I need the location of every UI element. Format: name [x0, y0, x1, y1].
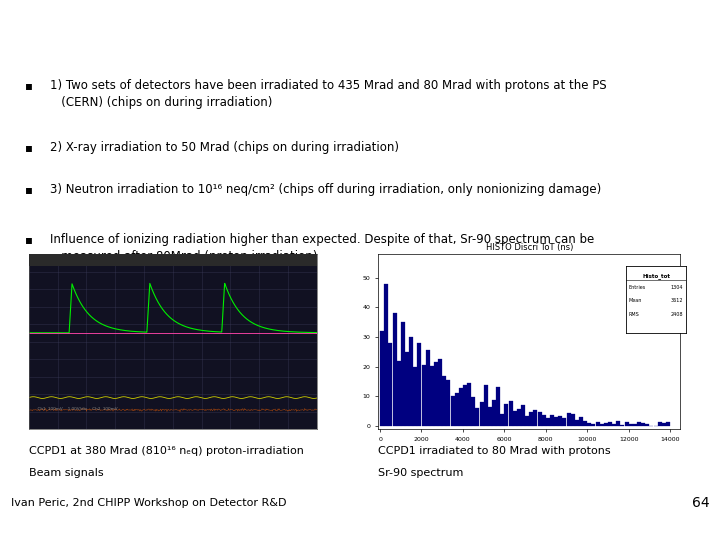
Bar — [418, 343, 421, 426]
Bar — [604, 423, 608, 426]
Bar — [666, 422, 670, 426]
Bar — [446, 380, 451, 426]
Bar — [472, 397, 475, 426]
Bar — [546, 418, 550, 426]
Bar — [554, 417, 558, 426]
Bar — [484, 385, 487, 426]
Text: RMS: RMS — [629, 312, 640, 316]
Bar — [488, 407, 492, 426]
Bar — [538, 411, 541, 426]
Bar — [633, 423, 636, 426]
Bar — [629, 424, 633, 426]
Bar — [616, 421, 620, 426]
Bar — [621, 425, 624, 426]
Bar — [521, 406, 525, 426]
Bar — [600, 424, 603, 426]
Bar — [422, 364, 426, 426]
Bar — [426, 350, 430, 426]
Bar — [413, 367, 418, 426]
Text: 64: 64 — [692, 496, 709, 510]
Bar — [513, 411, 517, 426]
Bar — [451, 396, 454, 426]
Bar — [612, 424, 616, 426]
Bar — [463, 384, 467, 426]
Bar — [492, 400, 496, 426]
Bar — [384, 284, 388, 426]
Text: Influence of ionizing radiation higher than expected. Despite of that, Sr-90 spe: Influence of ionizing radiation higher t… — [50, 233, 594, 263]
Text: ▪: ▪ — [25, 233, 33, 246]
Bar — [595, 422, 600, 426]
Bar — [624, 422, 629, 426]
Text: ▪: ▪ — [25, 141, 33, 154]
Bar — [392, 313, 397, 426]
Bar — [579, 417, 583, 426]
Bar — [505, 404, 508, 426]
Bar — [662, 423, 666, 426]
Bar — [401, 322, 405, 426]
Text: Ch1  100mV    1.00V/div    Ch2  100mV: Ch1 100mV 1.00V/div Ch2 100mV — [35, 407, 117, 411]
Text: ▪: ▪ — [25, 183, 33, 196]
Bar — [571, 414, 575, 426]
Bar — [517, 409, 521, 426]
Bar — [29, 254, 317, 266]
Bar — [645, 424, 649, 426]
Bar — [434, 362, 438, 426]
Bar — [534, 410, 537, 426]
Bar — [405, 352, 409, 426]
Bar — [562, 418, 567, 426]
Text: Histo_tot: Histo_tot — [642, 273, 670, 279]
Bar — [529, 412, 534, 426]
Bar — [496, 387, 500, 426]
Text: 1304: 1304 — [671, 285, 683, 290]
Text: Mean: Mean — [629, 298, 642, 303]
Bar — [658, 422, 662, 426]
Bar — [430, 366, 434, 426]
Text: 3612: 3612 — [671, 298, 683, 303]
Text: ▪: ▪ — [25, 79, 33, 92]
Bar — [525, 416, 529, 426]
Bar — [480, 402, 484, 426]
Bar — [591, 424, 595, 426]
Bar — [608, 422, 612, 426]
Bar — [637, 422, 641, 426]
Bar — [567, 413, 570, 426]
Bar — [467, 383, 471, 426]
Bar — [475, 408, 480, 426]
Bar — [558, 416, 562, 426]
Bar — [455, 393, 459, 426]
Bar — [380, 331, 384, 426]
Bar — [389, 343, 392, 426]
Bar — [409, 337, 413, 426]
Text: Ivan Peric, 2nd CHIPP Workshop on Detector R&D: Ivan Peric, 2nd CHIPP Workshop on Detect… — [11, 497, 287, 508]
Bar — [397, 361, 400, 426]
Bar — [575, 420, 579, 426]
Text: Irradiations – CCPD1: Irradiations – CCPD1 — [261, 21, 459, 39]
Bar — [459, 388, 463, 426]
Text: 3) Neutron irradiation to 10¹⁶ neq/cm² (chips off during irradiation, only nonio: 3) Neutron irradiation to 10¹⁶ neq/cm² (… — [50, 183, 601, 196]
Text: Beam signals: Beam signals — [29, 468, 104, 478]
Bar — [588, 423, 591, 426]
Text: Entries: Entries — [629, 285, 647, 290]
Bar — [583, 421, 587, 426]
Bar — [541, 415, 546, 426]
Bar — [641, 423, 645, 426]
Bar — [442, 376, 446, 426]
Text: Sr-90 spectrum: Sr-90 spectrum — [378, 468, 464, 478]
Bar — [438, 359, 442, 426]
Text: 1) Two sets of detectors have been irradiated to 435 Mrad and 80 Mrad with proto: 1) Two sets of detectors have been irrad… — [50, 79, 607, 109]
Text: ziti: ziti — [14, 23, 34, 33]
Text: 2408: 2408 — [671, 312, 683, 316]
Title: HISTO Discri ToT (ns): HISTO Discri ToT (ns) — [485, 243, 573, 252]
Bar — [508, 401, 513, 426]
Text: 2) X-ray irradiation to 50 Mrad (chips on during irradiation): 2) X-ray irradiation to 50 Mrad (chips o… — [50, 141, 399, 154]
Bar — [500, 415, 504, 426]
Text: CCPD1 at 380 Mrad (810¹⁶ nₑq) proton-irradiation: CCPD1 at 380 Mrad (810¹⁶ nₑq) proton-irr… — [29, 446, 304, 456]
Text: CCPD1 irradiated to 80 Mrad with protons: CCPD1 irradiated to 80 Mrad with protons — [378, 446, 611, 456]
Bar — [550, 415, 554, 426]
